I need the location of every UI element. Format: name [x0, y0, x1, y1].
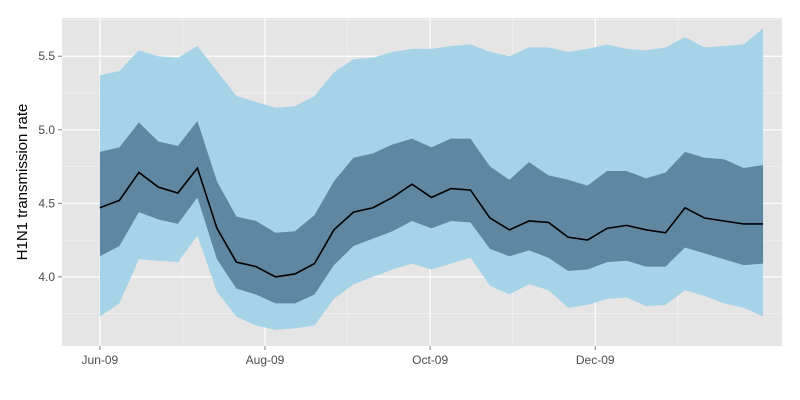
- inner-band: [99, 120, 764, 304]
- bands: [99, 28, 764, 330]
- y-tick-label: 5.5: [38, 49, 55, 63]
- y-tick-label: 4.5: [38, 196, 55, 210]
- median-line: [99, 166, 764, 278]
- x-tick-label: Oct-09: [412, 353, 448, 367]
- x-tick-label: Jun-09: [82, 353, 119, 367]
- x-axis: Jun-09 Aug-09 Oct-09 Dec-09: [82, 346, 615, 367]
- y-axis-title: H1N1 transmission rate: [14, 104, 31, 261]
- y-axis: 4.0 4.5 5.0 5.5: [38, 49, 62, 284]
- y-tick-label: 5.0: [38, 123, 55, 137]
- x-tick-label: Aug-09: [246, 353, 285, 367]
- x-tick-label: Dec-09: [576, 353, 615, 367]
- y-tick-label: 4.0: [38, 270, 55, 284]
